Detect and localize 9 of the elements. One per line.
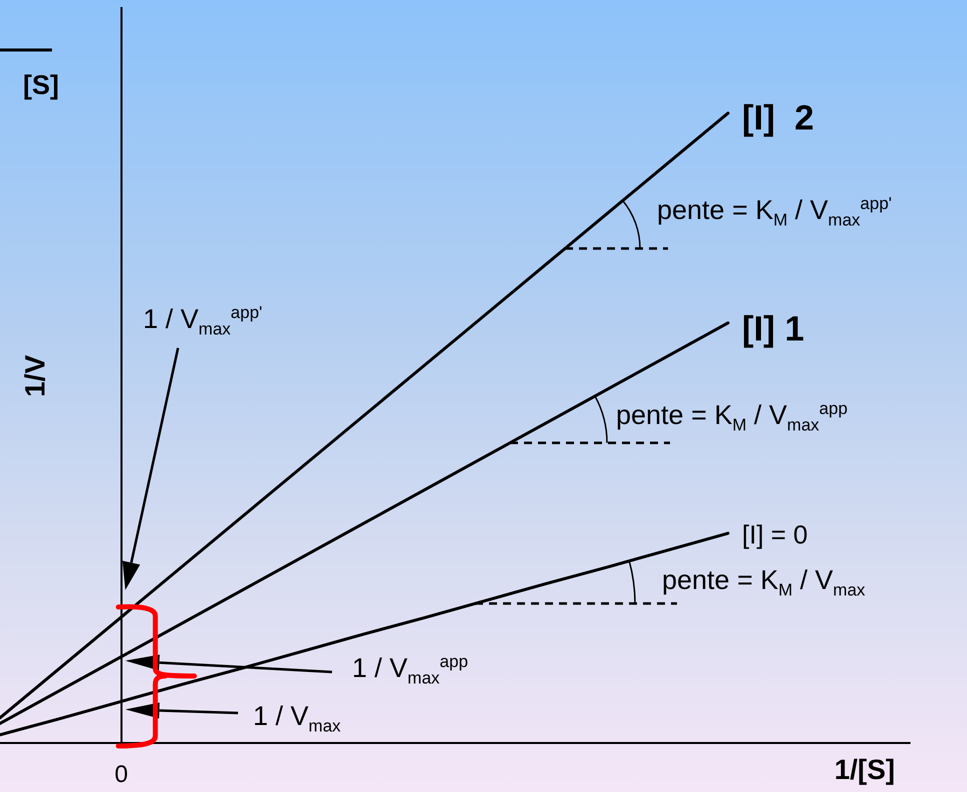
text: [S]	[23, 70, 59, 100]
text: 0	[114, 761, 128, 788]
series-label: [I] 2	[742, 98, 814, 138]
x-axis-title: 1/[S]	[834, 754, 895, 785]
series-label: [I] = 0	[742, 520, 808, 550]
annotation: pente = K$_{M}$ / V$_{max}$	[662, 565, 866, 600]
annotation: 1 / V$_{max}$	[253, 701, 341, 736]
series-label: [I] 1	[742, 309, 804, 348]
y-axis-title: 1/V	[20, 354, 51, 398]
